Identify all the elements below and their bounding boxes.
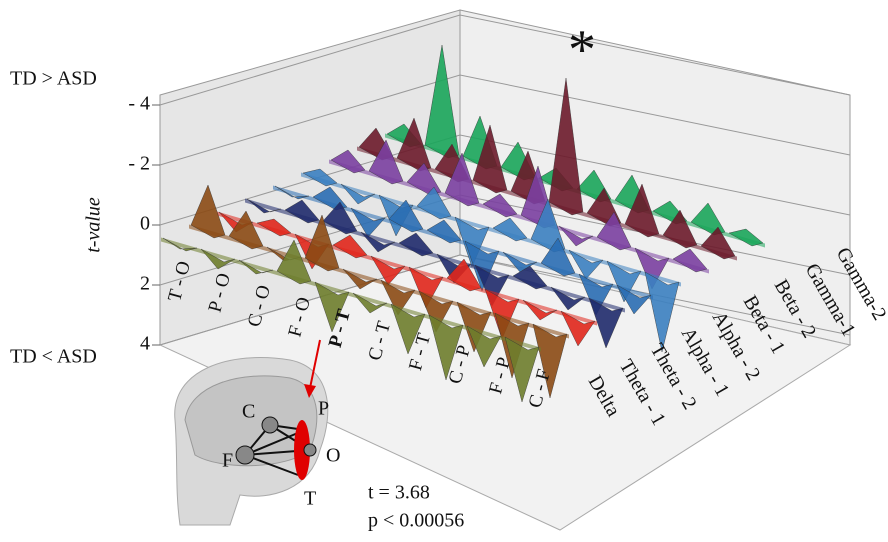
node-label: F bbox=[222, 450, 233, 472]
node bbox=[304, 444, 316, 456]
node-label: P bbox=[318, 398, 329, 420]
y-tick-label: - 4 bbox=[128, 93, 150, 115]
node-label: O bbox=[326, 445, 340, 467]
y-tick-label: 2 bbox=[140, 273, 150, 295]
chart: TD > ASD TD < ASD t-value * C P F O T t … bbox=[0, 0, 888, 542]
page: {"chart_data": {"type": "spike3d", "y_la… bbox=[0, 0, 888, 542]
p-label: p < 0.00056 bbox=[368, 510, 464, 532]
top-note: TD > ASD bbox=[10, 68, 97, 90]
y-axis-label: t-value bbox=[83, 197, 105, 253]
node-label: C bbox=[242, 401, 255, 423]
y-tick-label: 4 bbox=[140, 333, 150, 355]
node bbox=[262, 417, 278, 433]
y-tick-label: - 2 bbox=[128, 153, 150, 175]
significance-star: * bbox=[568, 19, 596, 81]
node-label: T bbox=[304, 488, 316, 510]
node bbox=[236, 446, 254, 464]
stat-label: t = 3.68 bbox=[368, 482, 430, 504]
y-tick-label: 0 bbox=[140, 213, 150, 235]
bottom-note: TD < ASD bbox=[10, 346, 97, 368]
